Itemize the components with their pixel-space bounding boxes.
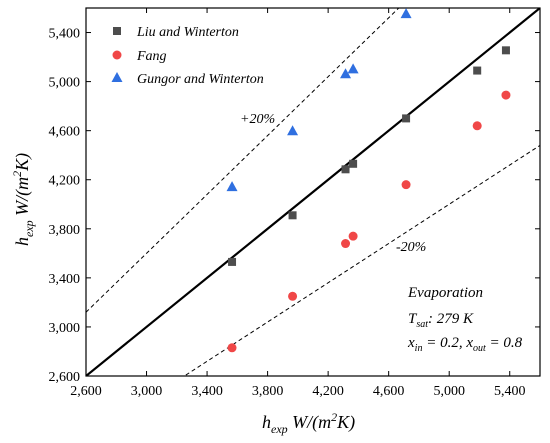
x-tick-label: 3,800 [252,384,284,399]
x-tick-label: 3,000 [131,384,163,399]
minus-20-label: -20% [396,240,426,255]
x-tick-label: 4,600 [373,384,405,399]
y-tick-label: 3,400 [49,272,81,287]
y-tick-label: 5,000 [49,76,81,91]
annotation-tsat: Tsat: 279 K [408,311,474,330]
legend-marker-square [113,27,121,35]
legend-label-fang: Fang [136,49,167,64]
x-axis-ticks: 2,600 3,000 3,400 3,800 4,200 4,600 5,000 5,400 [70,8,525,399]
legend-marker-triangle [111,72,123,82]
x-tick-label: 5,000 [433,384,465,399]
annotation-title: Evaporation [407,285,483,301]
y-tick-label: 3,000 [49,321,81,336]
minus-20-line [183,144,540,376]
conditions-annotation: Evaporation Tsat: 279 K xin = 0.2, xout … [407,285,523,354]
y-axis-label: hexp W/(m2K) [10,153,36,246]
y-tick-label: 2,600 [49,370,81,385]
y-tick-label: 3,800 [49,223,81,238]
data-point-triangle [400,8,412,19]
data-point-circle [401,180,411,190]
data-point-circle [501,90,511,100]
legend-label-liu: Liu and Winterton [136,25,239,40]
y-tick-label: 5,400 [49,27,81,42]
data-point-square [228,257,237,266]
x-tick-label: 5,400 [494,384,526,399]
reference-lines [86,8,540,376]
data-point-triangle [226,181,238,192]
data-point-square [473,66,482,75]
data-point-circle [288,291,298,301]
legend-marker-circle [112,50,122,60]
y-tick-label: 4,600 [49,125,81,140]
data-point-circle [341,239,351,249]
plus-20-label: +20% [240,112,275,127]
parity-line [86,8,540,376]
x-axis-label: hexp W/(m2K) [262,410,355,436]
data-point-triangle [340,68,352,79]
x-tick-label: 2,600 [70,384,102,399]
data-point-square [341,165,350,174]
data-point-square [288,211,297,220]
data-points [226,8,511,353]
y-axis-ticks: 2,600 3,000 3,400 3,800 4,200 4,600 5,000 5,400 [49,27,540,385]
data-point-triangle [347,63,359,74]
legend: Liu and Winterton Fang Gungor and Winter… [111,25,264,87]
data-point-square [501,46,510,55]
legend-label-gungor: Gungor and Winterton [137,72,264,87]
y-tick-label: 4,200 [49,174,81,189]
plus-20-line [86,8,400,313]
legend-markers [111,27,123,82]
plot-frame [85,7,541,377]
data-point-square [402,114,411,123]
x-tick-label: 4,200 [312,384,344,399]
data-point-circle [348,231,358,241]
annotation-quality: xin = 0.2, xout = 0.8 [407,335,523,354]
x-tick-label: 3,400 [191,384,223,399]
data-point-circle [227,343,237,353]
data-point-triangle [287,125,299,136]
data-point-circle [472,121,482,131]
data-point-square [349,159,358,168]
